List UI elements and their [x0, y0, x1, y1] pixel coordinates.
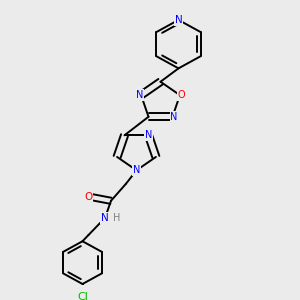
Text: H: H: [113, 213, 120, 223]
Text: N: N: [170, 112, 178, 122]
Text: Cl: Cl: [77, 292, 88, 300]
Text: N: N: [175, 15, 182, 25]
Text: O: O: [178, 90, 185, 100]
Text: N: N: [136, 90, 143, 100]
Text: N: N: [133, 165, 140, 175]
Text: N: N: [145, 130, 152, 140]
Text: O: O: [84, 191, 93, 202]
Text: N: N: [101, 213, 109, 223]
